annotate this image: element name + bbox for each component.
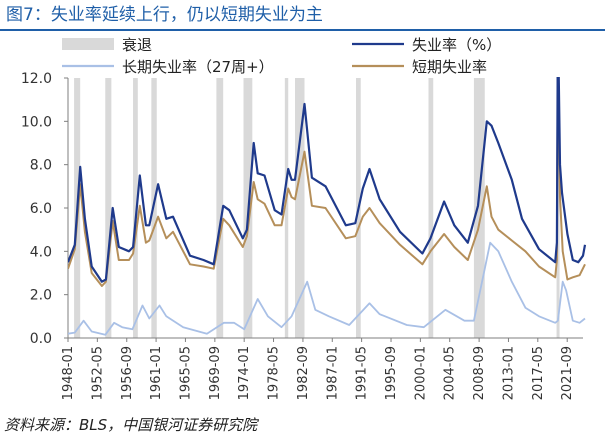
recession-band-5 bbox=[216, 78, 224, 338]
x-tick-label: 1952-05 bbox=[90, 346, 105, 400]
x-tick-label: 1948-01 bbox=[61, 346, 76, 400]
y-tick-label: 4.0 bbox=[30, 244, 52, 260]
recession-band-11 bbox=[473, 78, 485, 338]
x-tick-label: 2000-01 bbox=[413, 346, 428, 400]
title-rule bbox=[0, 29, 605, 31]
recession-band-3 bbox=[133, 78, 138, 338]
legend-recession-label: 衰退 bbox=[122, 36, 152, 54]
y-tick-label: 8.0 bbox=[30, 158, 52, 174]
x-tick-label: 1965-05 bbox=[178, 346, 193, 400]
x-tick-label: 1991-05 bbox=[355, 346, 370, 400]
x-tick-label: 2017-05 bbox=[531, 346, 546, 400]
y-tick-label: 2.0 bbox=[30, 288, 52, 304]
x-tick-label: 2013-01 bbox=[501, 346, 516, 400]
recession-band-2 bbox=[105, 78, 112, 338]
legend-unemployment-label: 失业率（%） bbox=[412, 36, 501, 54]
y-tick-label: 0.0 bbox=[30, 331, 52, 347]
x-tick-label: 1969-09 bbox=[208, 346, 223, 400]
legend-long-term-label: 长期失业率（27周+） bbox=[122, 58, 274, 76]
x-tick-label: 2004-05 bbox=[443, 346, 458, 400]
y-tick-label: 6.0 bbox=[30, 201, 52, 217]
x-tick-label: 2008-09 bbox=[472, 346, 487, 400]
x-tick-label: 1995-09 bbox=[384, 346, 399, 400]
x-tick-label: 2021-09 bbox=[560, 346, 575, 400]
long-term-unemployment-line bbox=[68, 241, 586, 336]
legend-recession-swatch bbox=[62, 38, 114, 50]
recession-band-7 bbox=[284, 78, 289, 338]
legend-short-term-label: 短期失业率 bbox=[412, 58, 487, 76]
y-tick-label: 12.0 bbox=[21, 71, 52, 87]
y-tick-label: 10.0 bbox=[21, 114, 52, 130]
recession-band-10 bbox=[428, 78, 434, 338]
unemployment-chart: 0.0 2.0 4.0 6.0 8.0 10.0 12.0 1948-01 1952-05 195… bbox=[21, 36, 587, 400]
x-tick-label: 1956-09 bbox=[120, 346, 135, 400]
figure-title: 图7：失业率延续上行，仍以短期失业为主 bbox=[6, 5, 323, 25]
recession-band-8 bbox=[295, 78, 305, 338]
source-note: 资料来源：BLS，中国银河证券研究院 bbox=[4, 416, 258, 434]
x-tick-label: 1987-01 bbox=[325, 346, 340, 400]
unemployment-rate-line bbox=[68, 77, 587, 283]
x-tick-label: 1961-01 bbox=[149, 346, 164, 400]
x-tick-label: 1982-09 bbox=[296, 346, 311, 400]
x-tick-label: 1974-01 bbox=[237, 346, 252, 400]
x-tick-label: 1978-05 bbox=[267, 346, 282, 400]
